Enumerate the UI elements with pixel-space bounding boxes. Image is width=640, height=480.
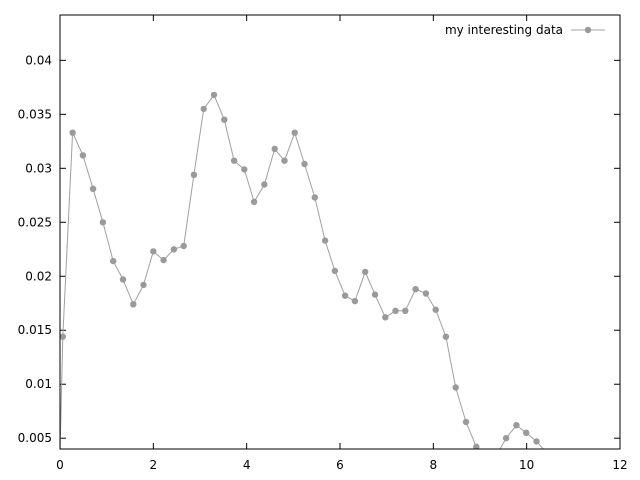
y-tick-label: 0.025 bbox=[18, 215, 52, 229]
y-tick-label: 0.035 bbox=[18, 107, 52, 121]
data-point bbox=[160, 256, 167, 264]
data-point bbox=[110, 257, 117, 265]
data-point bbox=[301, 160, 308, 168]
data-point bbox=[130, 301, 137, 308]
legend: my interesting data bbox=[445, 23, 605, 37]
data-point bbox=[221, 116, 228, 123]
data-point bbox=[210, 91, 218, 99]
data-point bbox=[170, 246, 178, 253]
data-point bbox=[119, 276, 127, 283]
y-tick-label: 0.01 bbox=[25, 377, 52, 391]
data-point bbox=[261, 181, 268, 188]
data-point bbox=[180, 242, 187, 250]
x-tick-label: 0 bbox=[56, 458, 64, 472]
data-point bbox=[99, 219, 107, 226]
series-line bbox=[60, 93, 544, 449]
data-point bbox=[281, 157, 288, 164]
legend-marker-sample bbox=[584, 26, 592, 34]
data-point bbox=[140, 281, 147, 289]
data-point bbox=[311, 194, 318, 201]
data-point bbox=[79, 152, 87, 159]
data-point bbox=[462, 418, 470, 426]
data-point bbox=[533, 438, 540, 445]
data-point bbox=[321, 237, 329, 244]
data-point bbox=[382, 314, 389, 321]
data-point bbox=[513, 422, 520, 429]
x-tick-label: 12 bbox=[612, 458, 627, 472]
x-tick-label: 10 bbox=[519, 458, 534, 472]
data-point bbox=[473, 443, 480, 449]
y-tick-label: 0.03 bbox=[25, 161, 52, 175]
data-point bbox=[291, 129, 298, 136]
data-point bbox=[250, 198, 258, 205]
data-point bbox=[362, 268, 369, 276]
data-point bbox=[241, 166, 248, 173]
data-point bbox=[452, 384, 459, 391]
x-tick-label: 6 bbox=[336, 458, 344, 472]
data-point bbox=[442, 333, 450, 340]
data-point bbox=[60, 333, 66, 340]
data-point bbox=[432, 306, 439, 313]
data-point bbox=[412, 286, 419, 293]
data-point bbox=[69, 129, 76, 136]
data-point bbox=[371, 291, 379, 298]
data-point bbox=[190, 171, 198, 178]
y-tick-label: 0.005 bbox=[18, 431, 52, 445]
data-point bbox=[392, 307, 399, 314]
legend-label: my interesting data bbox=[445, 23, 563, 37]
y-tick-label: 0.04 bbox=[25, 53, 52, 67]
x-tick-label: 2 bbox=[150, 458, 158, 472]
data-point bbox=[351, 297, 359, 305]
data-point bbox=[200, 105, 207, 113]
y-tick-label: 0.015 bbox=[18, 323, 52, 337]
y-tick-label: 0.02 bbox=[25, 269, 52, 283]
series-layer bbox=[60, 91, 544, 449]
data-point bbox=[230, 157, 238, 164]
plot-frame bbox=[59, 14, 621, 450]
data-point bbox=[89, 185, 97, 192]
data-point bbox=[150, 248, 157, 255]
data-point bbox=[341, 292, 349, 299]
data-point bbox=[422, 290, 430, 297]
data-point bbox=[271, 145, 278, 153]
axis-ticks: 0 2 4 6 8 10 12 0.005 0.01 0.015 0.02 0.025 0.03 0.03… bbox=[18, 15, 628, 472]
data-point bbox=[331, 267, 339, 275]
x-tick-label: 4 bbox=[243, 458, 251, 472]
data-point bbox=[523, 429, 530, 436]
data-point bbox=[402, 307, 409, 314]
data-point bbox=[502, 435, 510, 442]
x-tick-label: 8 bbox=[430, 458, 438, 472]
